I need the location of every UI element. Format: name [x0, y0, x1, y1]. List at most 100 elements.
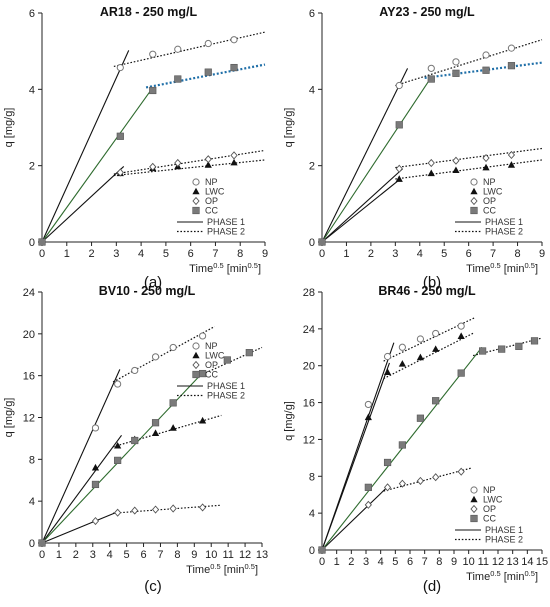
x-tick-label: 5 — [163, 248, 169, 260]
phase1-line — [41, 369, 121, 544]
data-point — [383, 368, 392, 375]
data-point — [427, 158, 435, 168]
data-point — [398, 441, 406, 449]
x-tick-label: 10 — [463, 556, 475, 568]
phase1-line — [321, 362, 390, 551]
data-point — [149, 50, 157, 58]
panel-label: (a) — [144, 274, 162, 291]
data-point — [452, 166, 460, 174]
x-axis-label-part: Time — [186, 564, 210, 576]
data-point — [432, 345, 440, 352]
phase1-line — [41, 89, 152, 243]
data-point — [131, 436, 139, 445]
x-tick-label: 15 — [536, 556, 548, 568]
phase2-line — [113, 149, 266, 175]
data-point — [114, 456, 122, 464]
x-tick-label: 1 — [64, 248, 70, 260]
panel-label: (b) — [423, 274, 441, 291]
data-point — [398, 360, 406, 367]
x-tick-label: 8 — [514, 248, 520, 260]
data-point — [230, 158, 238, 166]
data-point — [470, 206, 478, 215]
data-point — [149, 162, 157, 171]
legend-label: OP — [483, 504, 496, 514]
phase1-line — [321, 486, 389, 551]
x-tick-label: 2 — [348, 556, 354, 568]
x-axis-label-sup: 0.5 — [248, 261, 258, 270]
x-axis-label-part: Time — [189, 263, 213, 275]
data-point — [204, 39, 212, 48]
data-point — [192, 360, 200, 370]
data-point — [507, 44, 516, 52]
data-point — [38, 238, 46, 246]
legend-label: CC — [483, 206, 496, 216]
data-point — [395, 175, 403, 182]
x-tick-label: 0 — [319, 248, 325, 260]
chart-title: BV10 - 250 mg/L — [99, 284, 196, 298]
y-tick-label: 16 — [303, 398, 315, 410]
data-point — [470, 178, 478, 186]
data-point — [364, 483, 372, 491]
data-point — [416, 414, 425, 422]
data-point — [457, 369, 465, 377]
legend-label: CC — [483, 514, 496, 524]
data-point — [91, 463, 100, 471]
data-point — [398, 343, 406, 351]
x-axis-label-sup: 0.5 — [213, 261, 223, 270]
legend-label: PHASE 2 — [485, 227, 523, 237]
legend-label: NP — [483, 485, 496, 495]
x-tick-label: 0 — [39, 248, 45, 260]
data-point — [199, 416, 207, 424]
data-point — [470, 514, 478, 523]
chart-title: BR46 - 250 mg/L — [378, 284, 476, 298]
legend-label: NP — [205, 341, 218, 351]
x-tick-label: 8 — [174, 549, 180, 561]
phase1-line — [321, 346, 483, 551]
y-tick-label: 6 — [29, 8, 35, 20]
data-point — [383, 458, 392, 467]
phase1-line — [321, 79, 431, 243]
data-point — [192, 178, 200, 186]
phase2-line — [395, 39, 543, 87]
x-axis-label-part: [min — [221, 564, 245, 576]
x-tick-label: 1 — [334, 556, 340, 568]
x-axis-label-part: [min — [501, 571, 525, 583]
x-axis-label-part: ] — [258, 263, 261, 275]
x-tick-label: 8 — [436, 556, 442, 568]
phase1-line — [321, 68, 409, 243]
data-point — [318, 546, 326, 554]
phase1-line — [321, 168, 404, 243]
data-point — [230, 151, 238, 160]
chart-panel: 0 2 4 6 0 1 2 3 4 5 6 7 8 9 AY23 - 250 mg/L q [mg/g] Tim… — [283, 5, 545, 291]
data-point — [151, 429, 160, 436]
phase1-line — [41, 434, 122, 544]
phase2-line — [113, 159, 266, 177]
legend-label: PHASE 1 — [485, 525, 523, 535]
legend-label: LWC — [483, 495, 503, 505]
data-point — [452, 69, 460, 77]
y-tick-label: 0 — [309, 237, 315, 249]
data-point — [457, 322, 465, 330]
data-point — [432, 397, 440, 405]
x-tick-label: 5 — [392, 556, 398, 568]
x-tick-label: 4 — [107, 549, 113, 561]
data-point — [116, 132, 124, 140]
chart-title: AR18 - 250 mg/L — [100, 5, 198, 19]
x-tick-label: 9 — [191, 549, 197, 561]
data-point — [114, 441, 122, 449]
legend-label: PHASE 1 — [485, 217, 523, 227]
y-tick-label: 16 — [23, 371, 35, 383]
data-point — [169, 504, 177, 513]
data-point — [192, 187, 200, 195]
data-point — [223, 356, 231, 364]
x-tick-label: 13 — [256, 549, 268, 561]
x-tick-label: 3 — [90, 549, 96, 561]
x-tick-label: 4 — [417, 248, 423, 260]
data-point — [91, 424, 100, 432]
data-point — [192, 351, 200, 359]
data-point — [395, 164, 403, 173]
